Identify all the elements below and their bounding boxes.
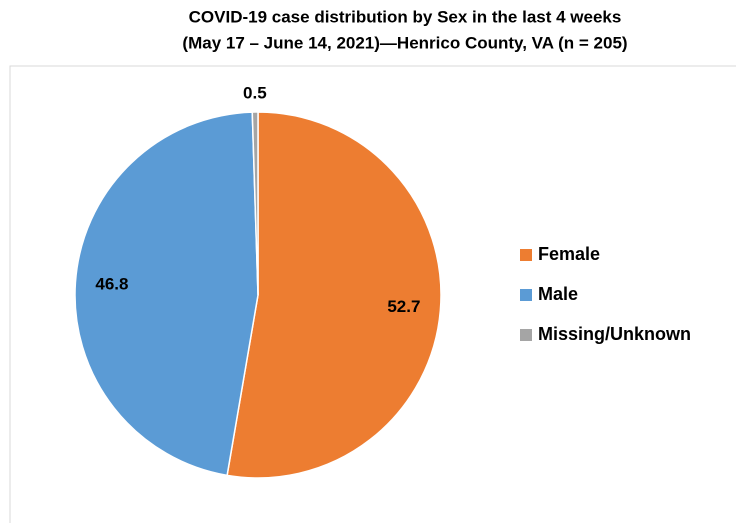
legend-label: Female [538, 244, 600, 264]
legend-swatch [520, 329, 532, 341]
pie-slice [226, 111, 442, 479]
legend-label: Missing/Unknown [538, 324, 691, 344]
data-label: 0.5 [243, 84, 267, 103]
data-label: 46.8 [95, 274, 128, 293]
legend-swatch [520, 249, 532, 261]
data-label: 52.7 [387, 297, 420, 316]
pie-slice [251, 111, 259, 296]
chart-subtitle: (May 17 – June 14, 2021)—Henrico County,… [182, 33, 627, 52]
legend-swatch [520, 289, 532, 301]
chart-title: COVID-19 case distribution by Sex in the… [189, 7, 622, 26]
legend-label: Male [538, 284, 578, 304]
chart-frame [9, 65, 736, 523]
pie-slice [74, 111, 259, 477]
